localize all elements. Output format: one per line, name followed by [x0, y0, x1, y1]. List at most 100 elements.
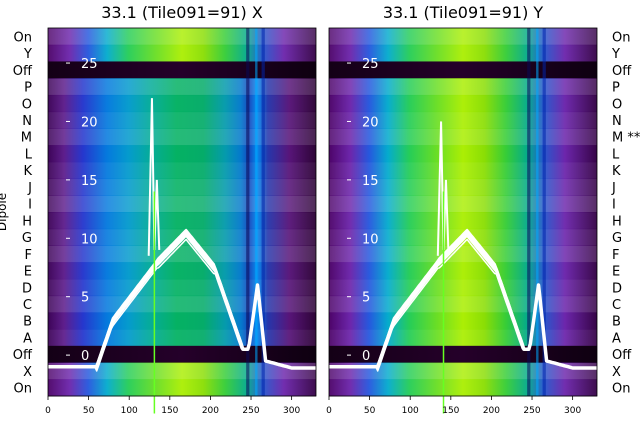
row-label: Y: [611, 47, 620, 62]
overlay-y-axis: 0 5 10 15 20 25: [66, 57, 98, 364]
row-label: K: [612, 164, 621, 179]
overlay-y-tick-label: 10: [362, 232, 379, 247]
heatmap-row-a: [329, 329, 597, 347]
heatmap-row-h: [329, 212, 597, 230]
overlay-y-tick-label: 25: [362, 57, 379, 72]
row-label: J: [27, 181, 32, 196]
row-label: Off: [13, 64, 33, 79]
y-axis-label: Dipole: [0, 193, 9, 231]
plot-frame: [328, 27, 598, 397]
row-label: Off: [13, 348, 33, 363]
heatmap-row-o: [48, 94, 316, 113]
row-label: Y: [23, 47, 32, 62]
heatmap-row-e: [329, 262, 597, 280]
overlay-y-tick-label: 5: [362, 291, 370, 306]
overlay-series: [329, 238, 597, 372]
x-tick-label: 0: [326, 406, 332, 416]
row-label: H: [22, 214, 32, 229]
heatmap-row-on: [48, 28, 316, 46]
heatmap-row-l: [329, 145, 597, 163]
row-label: O: [22, 97, 32, 112]
x-tick-label: 0: [45, 406, 51, 416]
heatmap-row-o: [329, 94, 597, 113]
heatmap-row-on: [329, 28, 597, 46]
overlay-y-tick-label: 15: [81, 174, 98, 189]
x-tick-label: 250: [523, 406, 540, 416]
overlay-curves: [47, 98, 317, 414]
row-label: I: [28, 198, 32, 213]
row-label: G: [612, 231, 622, 246]
row-label: On: [14, 382, 32, 397]
overlay-series: [48, 238, 316, 372]
overlay-y-axis: 0 5 10 15 20 25: [347, 57, 379, 364]
x-axis: 0 50 100 150 200 250 300: [45, 396, 300, 416]
x-tick-label: 300: [283, 406, 300, 416]
x-tick-label: 50: [364, 406, 376, 416]
plot-frame: [47, 27, 317, 397]
row-label: N: [612, 114, 622, 129]
x-tick-label: 200: [202, 406, 219, 416]
row-label: J: [611, 181, 616, 196]
row-label: H: [612, 214, 622, 229]
x-tick-label: 200: [483, 406, 500, 416]
heatmap-row-on: [48, 379, 316, 397]
heatmap-row-b: [48, 312, 316, 330]
heatmap: [329, 28, 597, 397]
x-tick-label: 100: [121, 406, 138, 416]
row-label: N: [22, 114, 32, 129]
x-axis: 0 50 100 150 200 250 300: [326, 396, 581, 416]
overlay-y-tick-label: 10: [81, 232, 98, 247]
heatmap-row-i: [48, 195, 316, 213]
x-tick-label: 100: [402, 406, 419, 416]
heatmap-row-b: [329, 312, 597, 330]
row-label: L: [612, 147, 620, 162]
chart-title: 33.1 (Tile091=91) X: [101, 3, 263, 22]
x-tick-label: 150: [161, 406, 178, 416]
row-label: On: [612, 30, 630, 45]
heatmap-row-m: [329, 128, 597, 146]
row-label: D: [612, 281, 622, 296]
heatmap-streak: [261, 28, 265, 396]
heatmap-row-l: [48, 145, 316, 163]
row-label: L: [25, 147, 33, 162]
heatmap-row-i: [329, 195, 597, 213]
x-tick-label: 50: [83, 406, 95, 416]
row-label: F: [612, 248, 619, 263]
row-label: E: [24, 265, 32, 280]
panel-x: 0 5 10 15 20 25 33.1 (Tile091=91) X 0 50 100 150 20…: [0, 3, 317, 416]
row-label: G: [22, 231, 32, 246]
heatmap-streak: [542, 28, 546, 396]
heatmap-streak: [255, 28, 258, 396]
heatmap-row-f: [329, 245, 597, 263]
row-label: P: [24, 81, 32, 96]
overlay-y-tick-label: 5: [81, 291, 89, 306]
heatmap-streak: [246, 28, 250, 396]
heatmap-row-p: [329, 78, 597, 96]
row-label: C: [23, 298, 32, 313]
heatmap-row-on: [329, 379, 597, 397]
overlay-y-tick-label: 20: [81, 115, 98, 130]
row-label: E: [612, 265, 620, 280]
x-tick-label: 300: [564, 406, 581, 416]
heatmap-row-p: [48, 78, 316, 96]
heatmap-streak: [536, 28, 539, 396]
row-label: B: [612, 315, 621, 330]
row-label: C: [612, 298, 621, 313]
chart-title: 33.1 (Tile091=91) Y: [383, 3, 544, 22]
row-label: M: [21, 131, 32, 146]
row-label: I: [612, 198, 616, 213]
row-label: Off: [612, 348, 632, 363]
heatmap-row-h: [48, 212, 316, 230]
row-label: F: [25, 248, 32, 263]
row-label: O: [612, 97, 622, 112]
row-label: Off: [612, 64, 632, 79]
heatmap-row-e: [48, 262, 316, 280]
x-tick-label: 250: [242, 406, 259, 416]
heatmap: [48, 28, 316, 397]
heatmap-streak: [527, 28, 531, 396]
row-label: X: [612, 365, 621, 380]
overlay-y-tick-label: 25: [81, 57, 98, 72]
